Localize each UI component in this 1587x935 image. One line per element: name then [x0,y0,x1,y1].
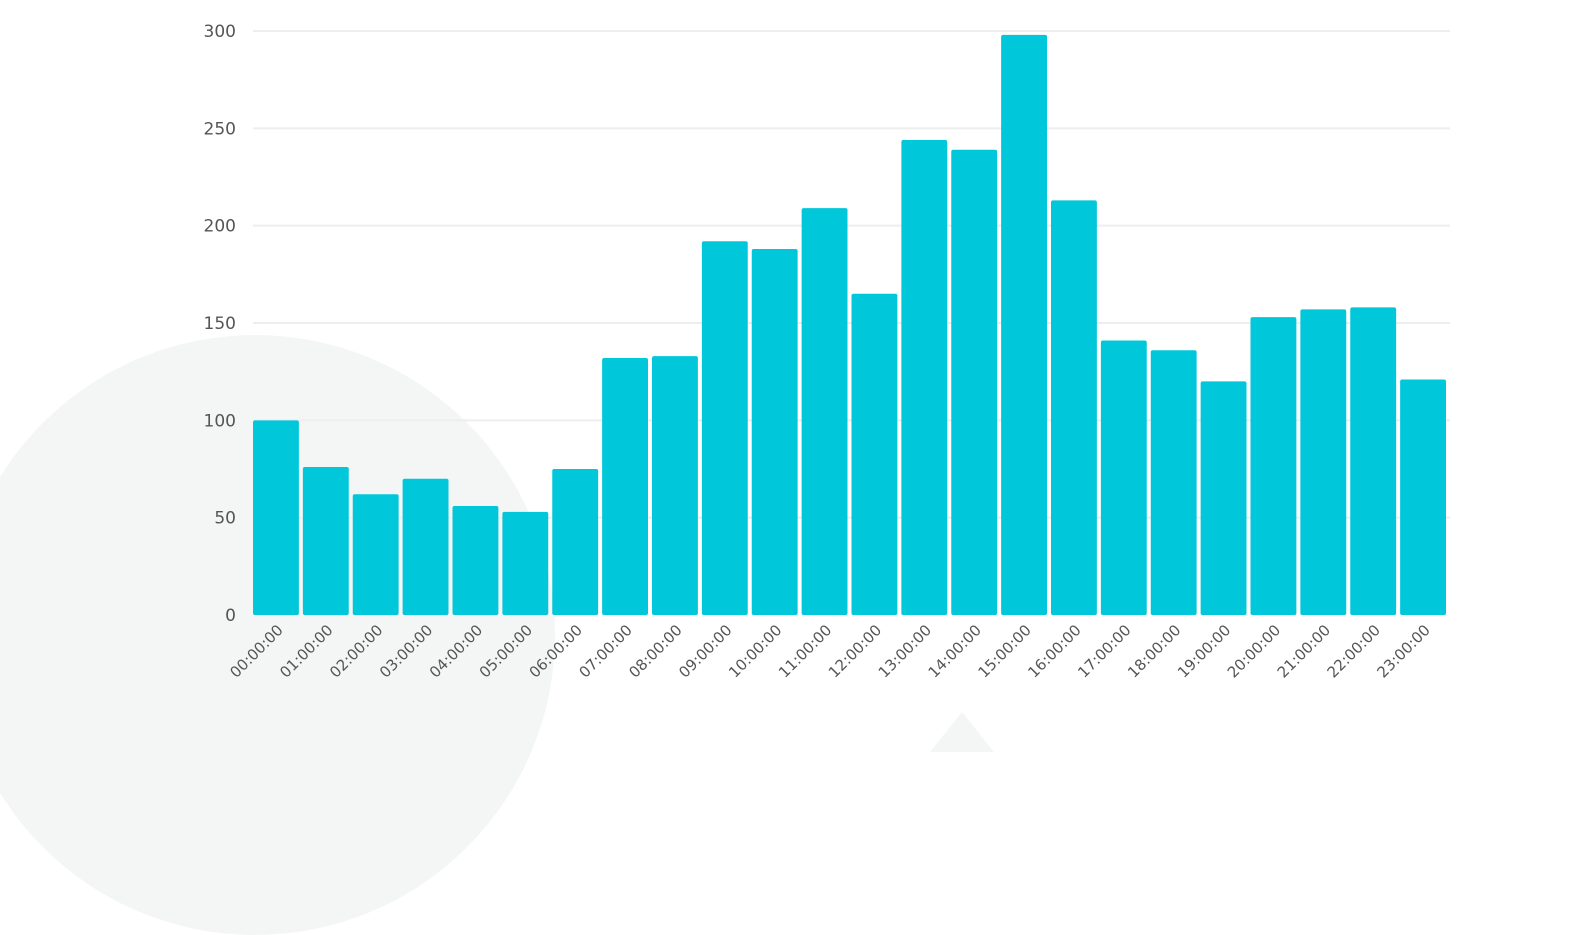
x-tick-label: 06:00:00 [526,621,586,681]
bar[interactable] [951,149,998,615]
bar[interactable] [652,356,698,615]
bar-chart: 0 50 100 150 200 250 300 00:00:0001:00:0002:00… [204,22,1450,681]
x-tick-label: 05:00:00 [476,621,536,681]
bar[interactable] [901,140,948,615]
bar[interactable] [1150,350,1197,615]
y-tick-label: 0 [225,606,236,626]
bar[interactable] [402,478,449,615]
y-tick-label: 200 [204,217,236,237]
x-tick-label: 11:00:00 [775,621,835,681]
x-tick-label: 18:00:00 [1124,621,1184,681]
bar[interactable] [302,467,349,615]
bar[interactable] [1350,307,1397,615]
bar[interactable] [502,511,549,615]
bar[interactable] [1250,317,1297,615]
y-tick-label: 300 [204,22,236,42]
bar[interactable] [352,494,399,615]
bar[interactable] [1300,309,1347,615]
bar[interactable] [801,208,848,615]
x-tick-label: 03:00:00 [376,621,436,681]
bar[interactable] [751,249,798,615]
x-tick-label: 22:00:00 [1324,621,1384,681]
y-axis: 0 50 100 150 200 250 300 [204,22,236,626]
bar[interactable] [552,469,599,615]
y-tick-label: 150 [204,314,236,334]
bar[interactable] [452,505,499,615]
y-tick-label: 50 [214,509,236,529]
x-tick-label: 20:00:00 [1224,621,1284,681]
x-tick-label: 17:00:00 [1074,621,1134,681]
bar[interactable] [602,358,648,615]
bar[interactable] [1001,34,1047,616]
x-tick-label: 07:00:00 [576,621,636,681]
x-tick-label: 10:00:00 [725,621,785,681]
x-axis: 00:00:0001:00:0002:00:0003:00:0004:00:00… [226,621,1433,681]
y-tick-label: 250 [204,119,236,139]
bar[interactable] [1400,379,1446,615]
bar[interactable] [253,420,299,615]
x-tick-label: 09:00:00 [675,621,735,681]
x-tick-label: 23:00:00 [1374,621,1434,681]
bars [253,34,1446,616]
x-tick-label: 04:00:00 [426,621,486,681]
x-tick-label: 15:00:00 [975,621,1035,681]
x-tick-label: 19:00:00 [1174,621,1234,681]
x-tick-label: 21:00:00 [1274,621,1334,681]
x-tick-label: 13:00:00 [875,621,935,681]
background-triangle-decoration [930,712,994,752]
x-tick-label: 16:00:00 [1024,621,1084,681]
x-tick-label: 14:00:00 [925,621,985,681]
x-tick-label: 00:00:00 [226,621,286,681]
bar[interactable] [1051,200,1097,616]
x-tick-label: 01:00:00 [276,621,336,681]
bar[interactable] [701,241,748,616]
y-tick-label: 100 [204,411,236,431]
bar[interactable] [851,293,898,615]
x-tick-label: 08:00:00 [625,621,685,681]
bar[interactable] [1100,340,1147,615]
x-tick-label: 02:00:00 [326,621,386,681]
bar[interactable] [1200,381,1247,615]
x-tick-label: 12:00:00 [825,621,885,681]
